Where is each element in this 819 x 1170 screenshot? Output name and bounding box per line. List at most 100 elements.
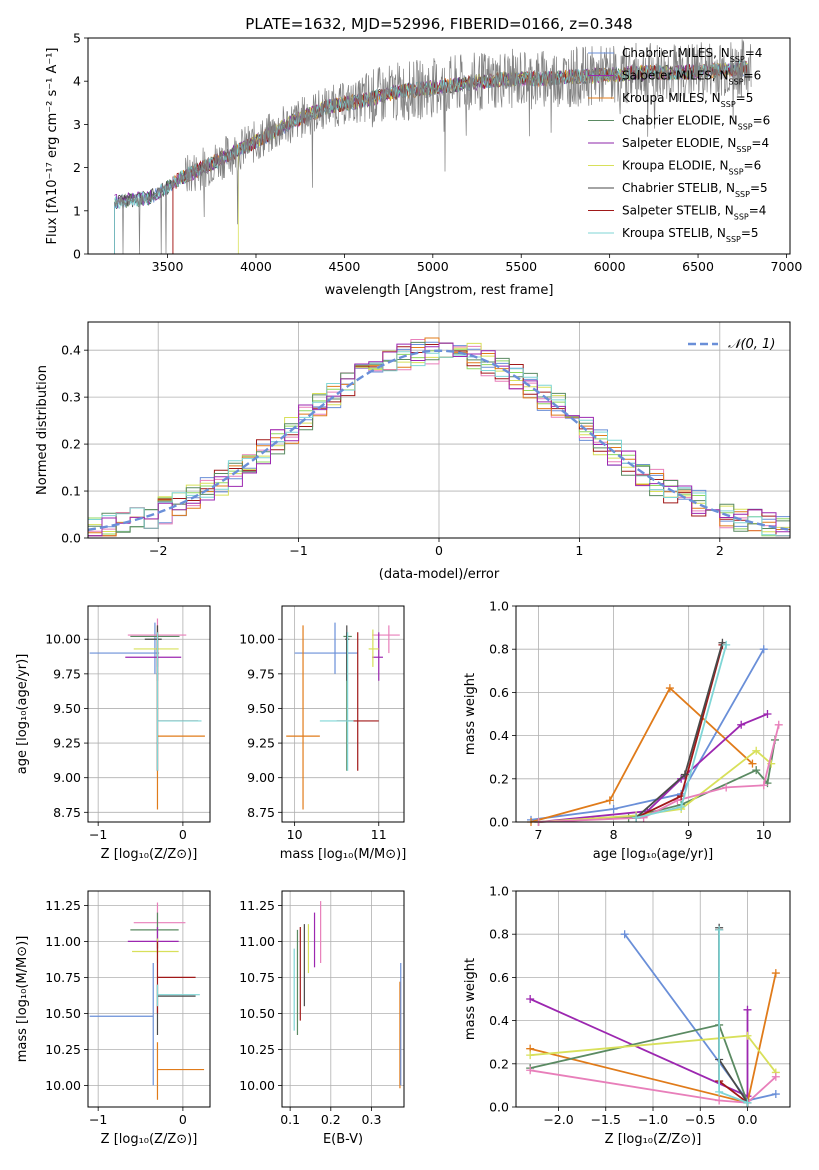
series-marker — [737, 720, 746, 729]
series-marker — [526, 1066, 535, 1075]
x-tick-label: 0.0 — [738, 1112, 758, 1127]
y-axis-label: mass weight — [463, 673, 478, 755]
y-tick-label: 10.25 — [239, 1042, 275, 1057]
y-tick-label: 9.75 — [53, 666, 81, 681]
series-line — [530, 1069, 777, 1104]
y-tick-label: 1 — [73, 203, 81, 218]
x-axis-label: Z [log₁₀(Z/Z⊙)] — [101, 847, 198, 862]
series-marker — [715, 1096, 724, 1105]
y-tick-label: 0.6 — [489, 685, 509, 700]
hist-frame — [87, 321, 791, 539]
x-tick-label: 10 — [287, 827, 303, 842]
x-tick-label: 3500 — [152, 259, 184, 274]
series-marker — [763, 710, 772, 718]
x-tick-label: −2 — [149, 543, 167, 558]
y-axis-label: Flux [fλ10⁻¹⁷ erg cm⁻² s⁻¹ A⁻¹] — [45, 48, 60, 245]
x-tick-label: 4000 — [240, 259, 272, 274]
legend-entry: Chabrier STELIB, NSSP=5 — [622, 181, 768, 199]
y-tick-label: 11.00 — [239, 934, 275, 949]
series-marker — [743, 1098, 752, 1107]
legend-entry: Salpeter ELODIE, NSSP=4 — [622, 136, 769, 154]
x-tick-label: −1.0 — [638, 1112, 668, 1127]
series-line — [529, 998, 749, 1098]
x-tick-label: 6000 — [594, 259, 626, 274]
spectrum-legend: Chabrier MILES, NSSP=4 Salpeter MILES, NS… — [588, 46, 770, 244]
y-tick-label: 0.8 — [489, 927, 509, 942]
y-tick-label: 2 — [73, 160, 81, 175]
x-tick-label: 0.2 — [321, 1112, 341, 1127]
x-tick-label: 2 — [716, 543, 724, 558]
hist-series — [88, 351, 790, 537]
legend-entry: Kroupa ELODIE, NSSP=6 — [622, 159, 761, 177]
y-tick-label: 0.2 — [61, 437, 81, 452]
x-axis-label: wavelength [Angstrom, rest frame] — [325, 283, 554, 298]
normal-curve — [87, 349, 791, 531]
x-tick-label: 5500 — [505, 259, 537, 274]
x-axis-label: E(B-V) — [323, 1132, 363, 1147]
y-axis-label: Normed distribution — [35, 365, 50, 495]
y-axis-label: mass [log₁₀(M/M⊙)] — [15, 936, 30, 1063]
series-marker — [677, 802, 686, 811]
series-line — [718, 929, 749, 1104]
x-tick-label: 9 — [685, 827, 693, 842]
massweight_vs_Z-frame — [515, 890, 791, 1108]
x-tick-label: 0.3 — [362, 1112, 382, 1127]
y-tick-label: 0.0 — [61, 531, 81, 546]
series-marker — [759, 781, 768, 790]
legend-entry: Salpeter MILES, NSSP=6 — [622, 69, 761, 87]
x-axis-label: (data-model)/error — [379, 567, 500, 582]
series-marker — [759, 645, 768, 654]
y-tick-label: 10.50 — [239, 1006, 275, 1021]
series-marker — [743, 1005, 752, 1014]
y-axis-label: mass weight — [463, 958, 478, 1040]
series-marker — [752, 746, 761, 755]
spectrum-panel: 3500 4000 4500 5000 5500 6000 6500 7000 0 1 2 3 4 5 wa… — [45, 31, 802, 299]
age_vs_Z-frame — [87, 605, 211, 823]
y-tick-label: 9.75 — [247, 666, 275, 681]
x-tick-label: 6500 — [682, 259, 714, 274]
x-axis-label: Z [log₁₀(Z/Z⊙)] — [605, 1132, 702, 1147]
y-tick-label: 0.6 — [489, 970, 509, 985]
massweight_vs_age-frame — [515, 605, 791, 823]
x-tick-label: −2.0 — [543, 1112, 573, 1127]
y-tick-label: 0.3 — [61, 390, 81, 405]
series-marker — [722, 640, 731, 649]
legend-entry: Salpeter STELIB, NSSP=4 — [622, 204, 766, 222]
mass_vs_ebv-axes: 0.1 0.2 0.3 10.00 10.25 10.50 10.75 11.00 11.25 E… — [239, 891, 404, 1147]
y-tick-label: 9.00 — [53, 770, 81, 785]
y-tick-label: 0.1 — [61, 484, 81, 499]
y-tick-label: 4 — [73, 74, 81, 89]
series-marker — [609, 805, 618, 814]
y-tick-label: 11.25 — [239, 898, 275, 913]
x-tick-label: 4500 — [328, 259, 360, 274]
series-marker — [715, 925, 724, 934]
hist-series — [88, 342, 790, 537]
series-marker — [620, 930, 629, 939]
age_vs_mass-axes: 10 11 8.75 9.00 9.25 9.50 9.75 10.00 mass [log₁₀… — [239, 606, 406, 862]
y-tick-label: 10.75 — [45, 970, 81, 985]
legend-entry: Kroupa STELIB, NSSP=5 — [622, 226, 759, 244]
series-marker — [680, 770, 689, 779]
x-tick-label: −1 — [89, 827, 107, 842]
y-tick-label: 10.00 — [239, 632, 275, 647]
x-tick-label: 11 — [371, 827, 387, 842]
y-tick-label: 10.00 — [45, 632, 81, 647]
series-marker — [748, 759, 757, 768]
y-tick-label: 9.25 — [247, 736, 275, 751]
x-axis-label: Z [log₁₀(Z/Z⊙)] — [101, 1132, 198, 1147]
hist-panel: −2 −1 0 1 2 0.0 0.1 0.2 0.3 0.4 (data-model)/error… — [35, 322, 791, 582]
mass_vs_Z-frame — [87, 890, 211, 1108]
x-tick-label: −1.5 — [591, 1112, 621, 1127]
y-tick-label: 9.50 — [53, 701, 81, 716]
massweight_vs_Z-axes: −2.0 −1.5 −1.0 −0.5 0.0 0.0 0.2 0.4 0.6 0.8 1.0 Z [… — [463, 884, 790, 1147]
series-marker — [722, 783, 731, 792]
y-tick-label: 0.4 — [489, 728, 509, 743]
series-marker — [743, 1031, 752, 1040]
spectrum-frame — [87, 37, 791, 255]
x-tick-label: 7000 — [771, 259, 803, 274]
y-tick-label: 0.4 — [489, 1013, 509, 1028]
y-tick-label: 0.4 — [61, 343, 81, 358]
y-axis-label: age [log₁₀(age/yr)] — [15, 654, 30, 775]
series-line — [718, 929, 748, 1104]
legend-entry: Kroupa MILES, NSSP=5 — [622, 91, 753, 109]
